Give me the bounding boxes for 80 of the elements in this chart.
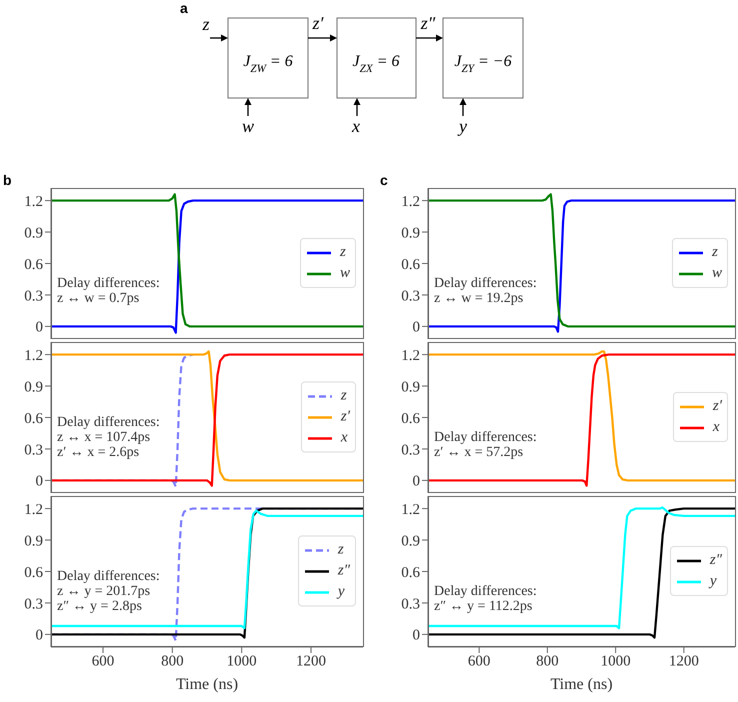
annotation: Delay differences:: [57, 276, 160, 291]
x-axis-title: Time (ns): [176, 676, 238, 693]
legend-label: z′: [712, 398, 722, 415]
y-tick-label: 0: [412, 628, 420, 644]
x-tick-label: 1200: [296, 654, 326, 670]
text: z″: [420, 13, 436, 33]
y-tick-label: 0.6: [401, 256, 420, 273]
x-tick-label: 600: [468, 654, 490, 670]
text: z′: [312, 13, 325, 33]
annotation: z″ ↔ y = 112.2ps: [434, 598, 534, 614]
y-tick-label: 0.9: [401, 379, 420, 396]
annotation: Delay differences:: [57, 414, 160, 430]
annotation: z ↔ w = 19.2ps: [434, 290, 524, 306]
legend-label: z′: [340, 408, 350, 426]
text: z: [201, 14, 210, 34]
y-tick-label: 0: [36, 628, 43, 644]
y-tick-label: 0.9: [24, 379, 43, 396]
annotation: Delay differences:: [434, 276, 537, 291]
y-tick-label: 0.6: [401, 564, 420, 581]
legend-label: w: [712, 265, 722, 282]
y-tick-label: 1.2: [24, 348, 43, 364]
y-tick-label: 0.3: [401, 596, 420, 612]
legend-label: w: [340, 265, 350, 282]
annotation: z′ ↔ x = 2.6ps: [57, 444, 140, 460]
annotation: z ↔ x = 107.4ps: [57, 430, 152, 445]
legend-label: z: [338, 542, 344, 558]
y-tick-label: 0.9: [24, 533, 43, 550]
y-tick-label: 1.2: [401, 348, 420, 364]
text: J$_{ZX}$ = 6: [352, 53, 400, 75]
y-tick-label: 0.6: [24, 564, 44, 581]
legend-label: z″: [338, 562, 350, 580]
y-tick-label: 0.6: [24, 256, 44, 273]
annotation: Delay differences:: [434, 584, 537, 599]
annotation: z ↔ w = 0.7ps: [57, 290, 140, 306]
text: x: [351, 116, 360, 136]
y-tick-label: 0: [36, 320, 43, 336]
x-tick-label: 1200: [668, 654, 699, 670]
text: a: [180, 0, 188, 16]
text: J$_{ZW}$ = 6: [243, 53, 293, 75]
y-tick-label: 0.9: [401, 533, 420, 550]
y-tick-label: 1.2: [24, 502, 43, 518]
y-tick-label: 0.3: [24, 288, 43, 304]
y-tick-label: 0.3: [24, 596, 43, 612]
y-tick-label: 0: [412, 320, 420, 336]
text: y: [457, 116, 467, 136]
text: J$_{ZY}$ = −6: [454, 53, 512, 75]
y-tick-label: 0.3: [24, 442, 43, 458]
annotation: Delay differences:: [57, 568, 160, 584]
legend-label: y: [338, 584, 345, 600]
text: w: [242, 116, 254, 136]
legend-label: y: [710, 573, 717, 590]
annotation: z′ ↔ x = 57.2ps: [434, 444, 524, 460]
annotation: z″ ↔ y = 2.8ps: [57, 598, 143, 614]
legend-label: z: [712, 244, 718, 261]
y-tick-label: 1.2: [401, 194, 420, 210]
x-tick-label: 1000: [226, 654, 257, 670]
y-tick-label: 0.3: [401, 442, 420, 458]
x-tick-label: 1000: [600, 654, 631, 670]
x-tick-label: 800: [161, 654, 184, 670]
y-tick-label: 1.2: [401, 502, 420, 518]
y-tick-label: 0.6: [401, 410, 420, 427]
legend-label: z: [340, 388, 347, 404]
annotation: Delay differences:: [434, 430, 537, 445]
x-tick-label: 600: [92, 654, 114, 670]
chart-title: c: [380, 172, 388, 188]
y-tick-label: 0: [412, 474, 420, 490]
chart-title: b: [3, 172, 12, 188]
y-tick-label: 0.9: [401, 225, 420, 242]
legend-label: x: [712, 419, 720, 436]
annotation: z ↔ y = 201.7ps: [57, 584, 152, 599]
y-tick-label: 0.6: [24, 410, 44, 427]
y-tick-label: 0.9: [24, 225, 43, 242]
y-tick-label: 0.3: [401, 288, 420, 304]
legend-label: x: [340, 430, 348, 446]
x-tick-label: 800: [536, 654, 559, 670]
legend-label: z: [340, 244, 346, 261]
y-tick-label: 0: [36, 474, 43, 490]
y-tick-label: 1.2: [24, 194, 43, 210]
x-axis-title: Time (ns): [550, 676, 613, 693]
legend-label: z″: [710, 552, 722, 569]
